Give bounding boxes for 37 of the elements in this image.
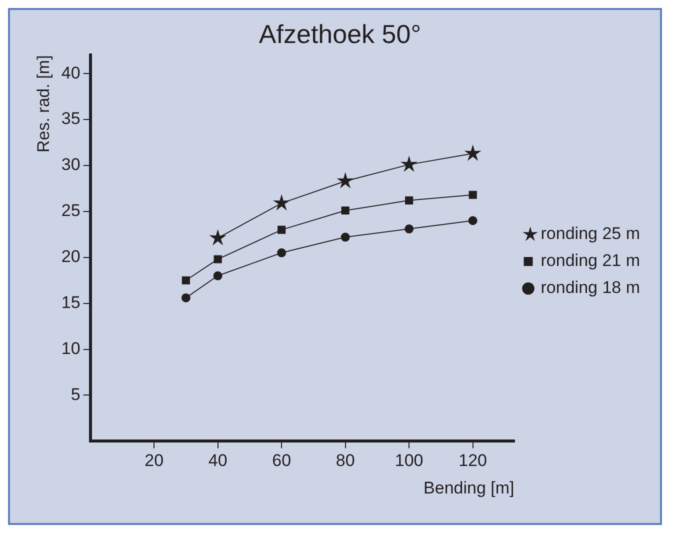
y-tick-label: 35 bbox=[61, 109, 80, 128]
point bbox=[182, 276, 190, 284]
y-tick-label: 15 bbox=[61, 293, 80, 312]
y-tick-label: 40 bbox=[61, 63, 80, 82]
point bbox=[209, 229, 226, 246]
point bbox=[468, 216, 478, 226]
point bbox=[405, 196, 414, 204]
x-tick-label: 40 bbox=[208, 451, 228, 470]
point bbox=[273, 194, 290, 210]
point bbox=[277, 248, 286, 258]
y-tick-label: 5 bbox=[70, 384, 80, 404]
x-tick-label: 120 bbox=[458, 451, 488, 470]
y-tick-label: 20 bbox=[61, 247, 80, 266]
point bbox=[400, 156, 418, 172]
y-tick-label: 25 bbox=[61, 201, 80, 220]
point bbox=[468, 190, 477, 199]
point bbox=[181, 293, 190, 302]
point bbox=[340, 232, 350, 242]
x-tick-label: 20 bbox=[144, 451, 164, 470]
x-tick-label: 60 bbox=[272, 451, 292, 470]
point bbox=[214, 255, 222, 264]
point bbox=[213, 271, 222, 280]
point bbox=[404, 224, 414, 234]
legend-label: ronding 25 m bbox=[540, 224, 640, 244]
point bbox=[336, 172, 354, 188]
x-tick-label: 80 bbox=[336, 451, 355, 470]
legend-label: ronding 21 m bbox=[540, 251, 640, 270]
point bbox=[464, 144, 482, 161]
point bbox=[278, 226, 286, 234]
y-axis-title: Res. rad. [m] bbox=[34, 55, 53, 153]
y-tick-label: 10 bbox=[61, 338, 80, 358]
x-tick-label: 100 bbox=[394, 451, 424, 470]
y-tick-label: 30 bbox=[61, 155, 80, 174]
x-axis-title: Bending [m] bbox=[424, 478, 514, 498]
point bbox=[341, 206, 350, 215]
chart-title: Afzethoek 50° bbox=[258, 18, 422, 49]
legend-label: ronding 18 m bbox=[540, 278, 640, 298]
